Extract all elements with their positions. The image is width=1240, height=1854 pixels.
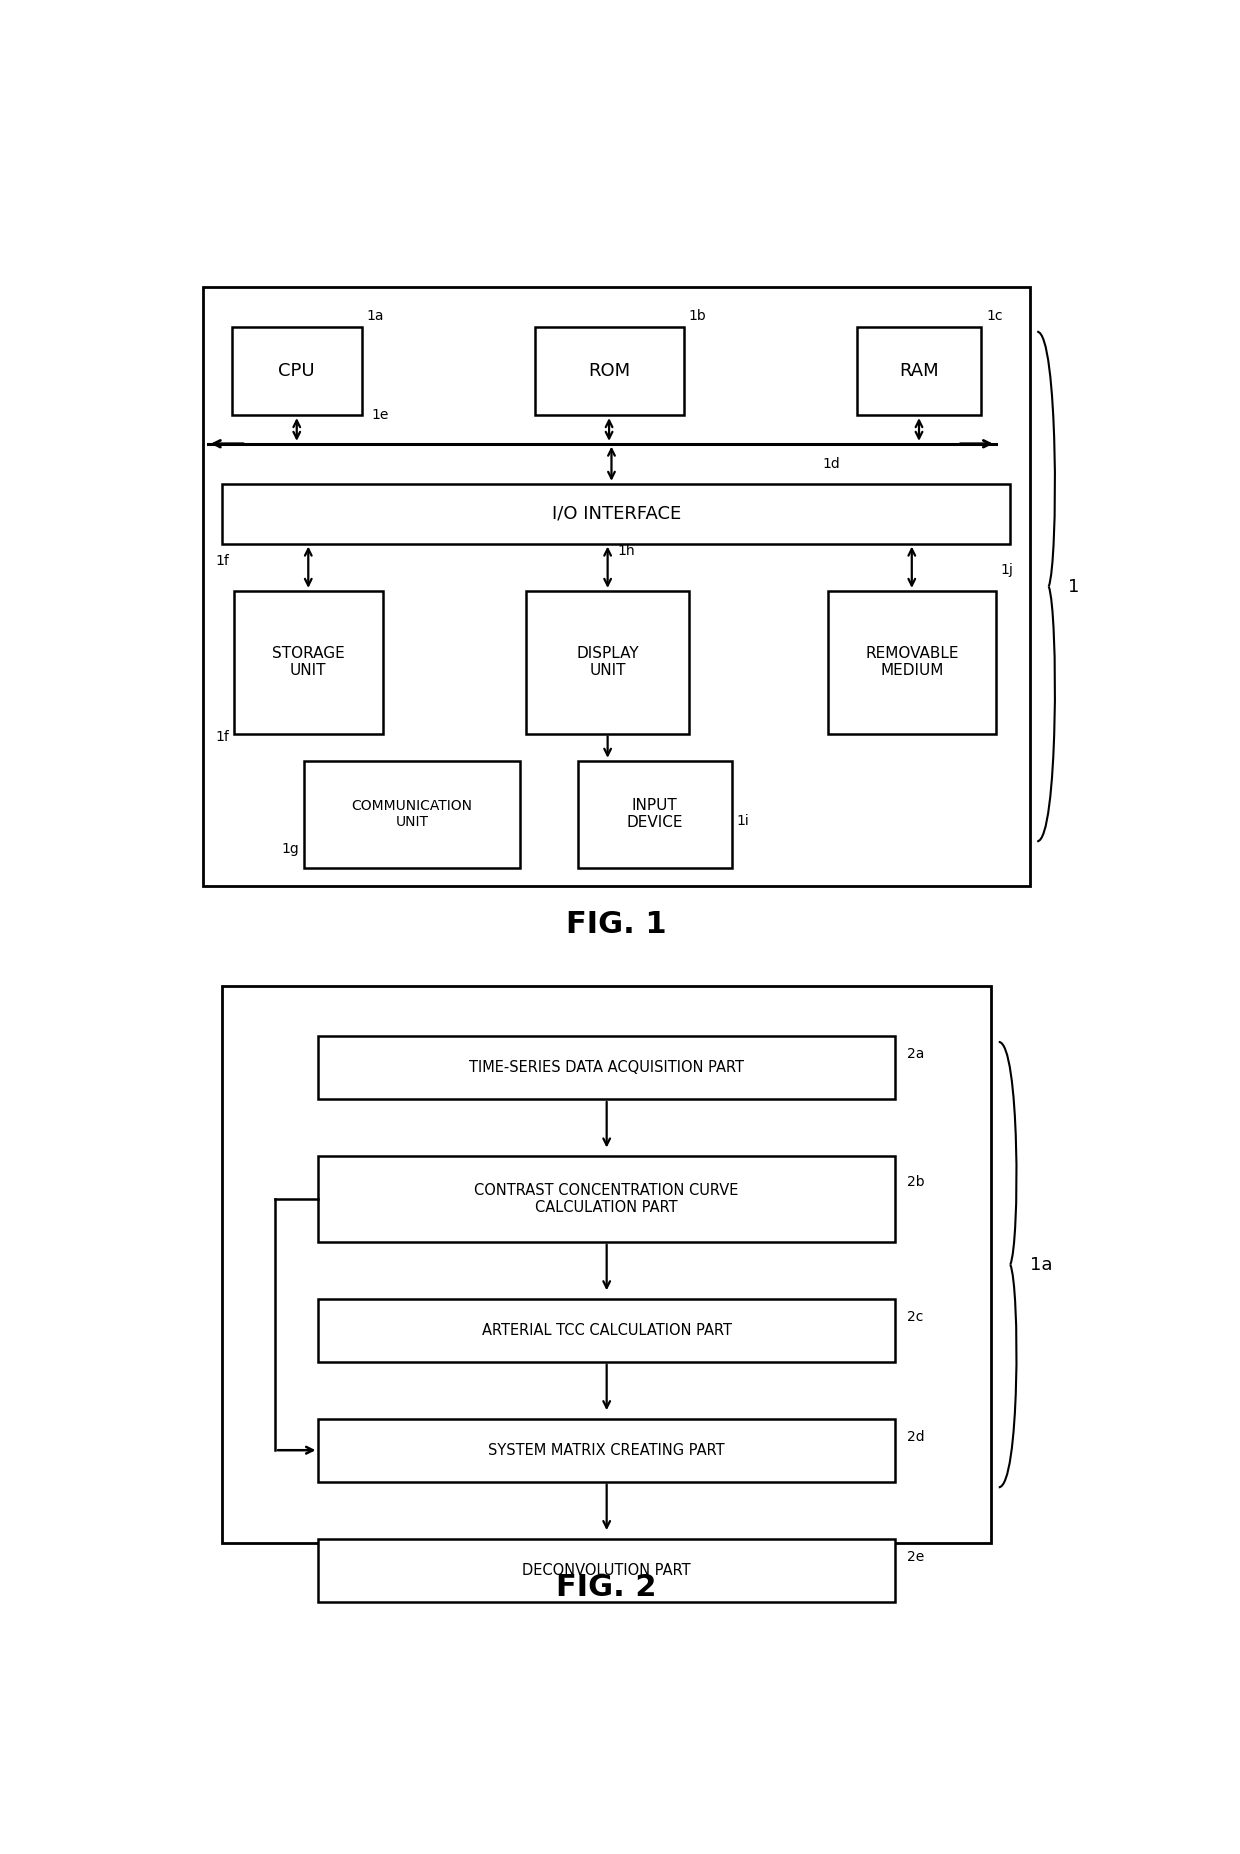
Text: 2a: 2a xyxy=(906,1048,924,1060)
Text: COMMUNICATION
UNIT: COMMUNICATION UNIT xyxy=(352,799,472,829)
Bar xyxy=(232,326,362,415)
Bar xyxy=(828,591,996,734)
Bar xyxy=(319,1300,895,1361)
Text: REMOVABLE
MEDIUM: REMOVABLE MEDIUM xyxy=(866,645,959,679)
Text: 1e: 1e xyxy=(371,408,388,423)
Bar xyxy=(857,326,982,415)
Bar xyxy=(319,1157,895,1242)
Text: 1: 1 xyxy=(1068,577,1079,595)
Bar xyxy=(578,760,732,868)
Text: RAM: RAM xyxy=(899,362,939,380)
Text: FIG. 2: FIG. 2 xyxy=(557,1572,657,1602)
Text: 1h: 1h xyxy=(618,543,635,558)
Text: 1d: 1d xyxy=(823,458,841,471)
Text: 1a: 1a xyxy=(1029,1255,1052,1274)
Text: DECONVOLUTION PART: DECONVOLUTION PART xyxy=(522,1563,691,1578)
Text: ROM: ROM xyxy=(588,362,630,380)
Text: CPU: CPU xyxy=(279,362,315,380)
Text: 1a: 1a xyxy=(367,308,384,323)
Text: INPUT
DEVICE: INPUT DEVICE xyxy=(626,797,683,831)
Text: 1j: 1j xyxy=(1001,562,1013,577)
Text: 1g: 1g xyxy=(281,842,299,857)
Text: STORAGE
UNIT: STORAGE UNIT xyxy=(272,645,345,679)
Text: 2e: 2e xyxy=(906,1550,924,1563)
Bar xyxy=(304,760,521,868)
Text: 2c: 2c xyxy=(906,1311,923,1324)
Bar xyxy=(526,591,689,734)
Text: 2b: 2b xyxy=(906,1175,924,1188)
Text: 2d: 2d xyxy=(906,1429,924,1444)
Bar xyxy=(222,484,1011,543)
Bar xyxy=(319,1418,895,1481)
Text: 1i: 1i xyxy=(737,814,749,829)
Text: 1b: 1b xyxy=(688,308,706,323)
Bar xyxy=(234,591,383,734)
Text: I/O INTERFACE: I/O INTERFACE xyxy=(552,504,681,523)
Text: TIME-SERIES DATA ACQUISITION PART: TIME-SERIES DATA ACQUISITION PART xyxy=(469,1060,744,1075)
Text: 1c: 1c xyxy=(986,308,1003,323)
Text: 1f: 1f xyxy=(215,730,229,743)
Bar xyxy=(319,1036,895,1099)
Text: SYSTEM MATRIX CREATING PART: SYSTEM MATRIX CREATING PART xyxy=(489,1442,725,1457)
Text: CONTRAST CONCENTRATION CURVE
CALCULATION PART: CONTRAST CONCENTRATION CURVE CALCULATION… xyxy=(475,1183,739,1214)
Text: 1f: 1f xyxy=(215,554,229,567)
Text: FIG. 1: FIG. 1 xyxy=(565,910,667,940)
Bar xyxy=(203,287,1029,886)
Text: ARTERIAL TCC CALCULATION PART: ARTERIAL TCC CALCULATION PART xyxy=(481,1322,732,1339)
Bar xyxy=(319,1539,895,1602)
Bar xyxy=(534,326,683,415)
Bar xyxy=(222,986,991,1543)
Text: DISPLAY
UNIT: DISPLAY UNIT xyxy=(577,645,639,679)
